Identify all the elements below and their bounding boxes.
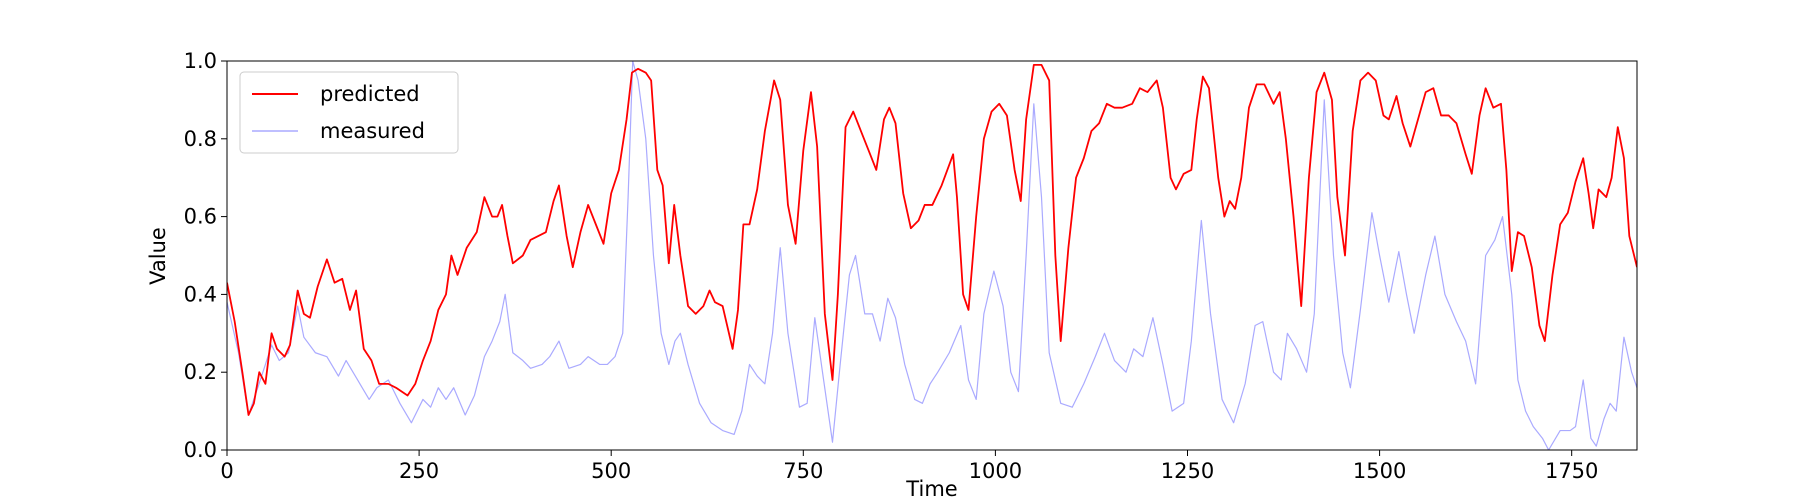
- y-axis-label: Value: [146, 227, 170, 285]
- y-tick-label: 0.0: [184, 438, 217, 462]
- series-line: [227, 63, 1637, 416]
- x-axis-label: Time: [905, 477, 957, 500]
- series-group: [227, 61, 1637, 450]
- x-tick-label: 0: [220, 459, 233, 483]
- y-tick-label: 0.6: [184, 205, 217, 229]
- x-tick-label: 1000: [969, 459, 1022, 483]
- legend-label: measured: [320, 119, 425, 143]
- legend-label: predicted: [320, 82, 420, 106]
- x-tick-label: 1250: [1161, 459, 1214, 483]
- legend-box: [239, 71, 459, 154]
- series-line: [227, 61, 1637, 450]
- x-tick-label: 1750: [1545, 459, 1598, 483]
- x-tick-label: 750: [783, 459, 823, 483]
- y-tick-label: 0.2: [184, 360, 217, 384]
- x-tick-label: 250: [399, 459, 439, 483]
- y-tick-label: 1.0: [184, 49, 217, 73]
- y-tick-label: 0.8: [184, 127, 217, 151]
- y-tick-label: 0.4: [184, 282, 217, 306]
- plot-frame: [226, 60, 1638, 451]
- x-tick-label: 1500: [1353, 459, 1406, 483]
- x-tick-label: 500: [591, 459, 631, 483]
- series-group: [227, 63, 1637, 416]
